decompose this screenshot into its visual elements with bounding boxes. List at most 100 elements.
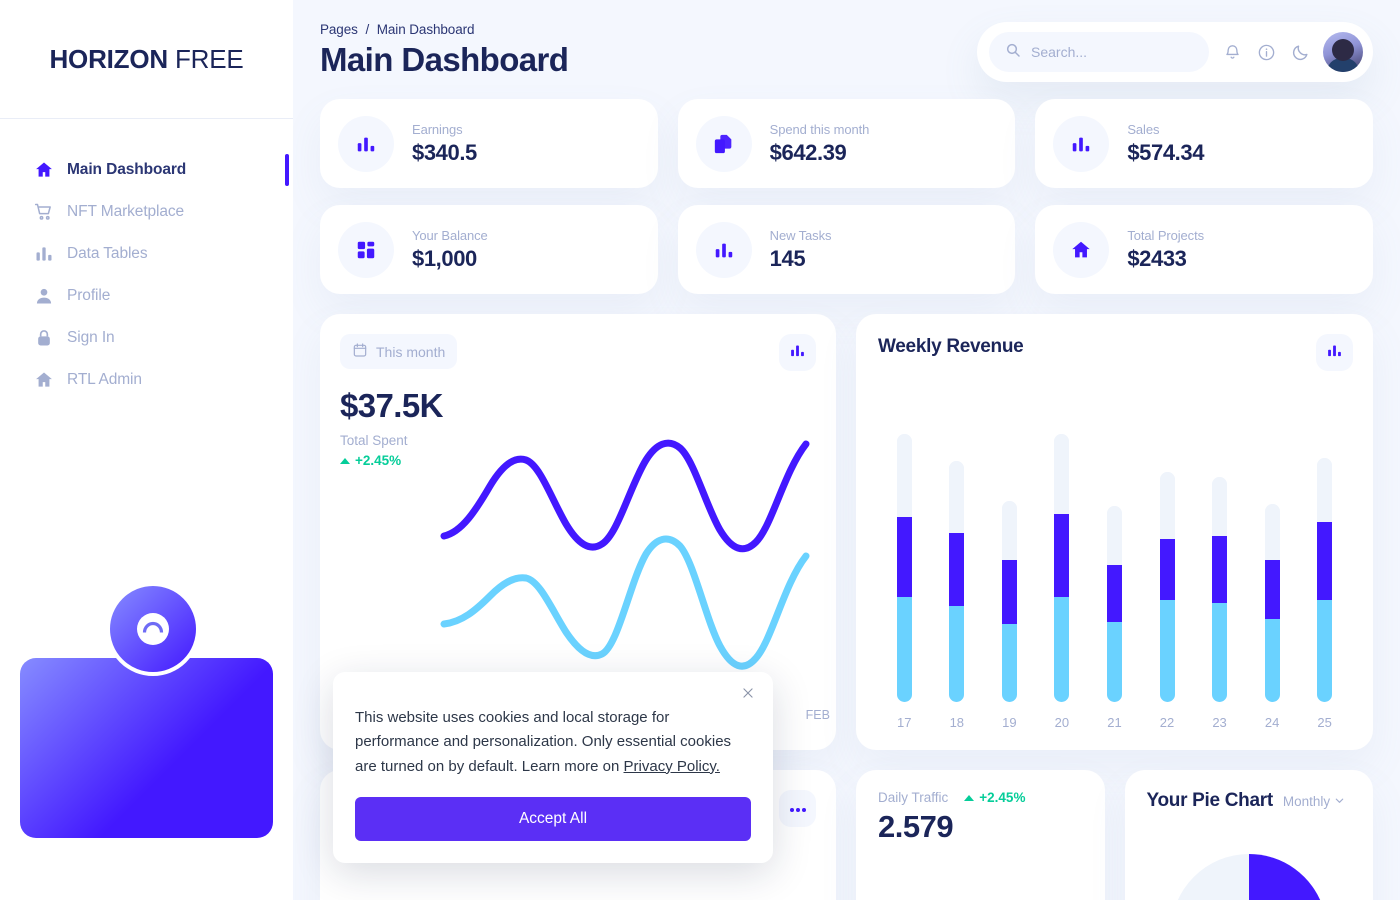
bar-segment bbox=[1159, 538, 1175, 601]
sidebar-item-rtl-admin[interactable]: RTL Admin bbox=[0, 359, 293, 401]
pie-chart-svg bbox=[1177, 854, 1320, 900]
bar-group bbox=[935, 434, 979, 702]
delta-value: +2.45% bbox=[355, 453, 402, 468]
pie-chart-card: Your Pie Chart Monthly bbox=[1124, 770, 1373, 900]
stat-card-spend-this-month[interactable]: Spend this month $642.39 bbox=[677, 99, 1016, 188]
sidebar-item-nft-marketplace[interactable]: NFT Marketplace bbox=[0, 191, 293, 233]
breadcrumb-parent[interactable]: Pages bbox=[320, 22, 358, 37]
daily-traffic-header: Daily Traffic +2.45% bbox=[878, 790, 1083, 805]
avatar[interactable] bbox=[1323, 32, 1363, 72]
sidebar-item-data-tables[interactable]: Data Tables bbox=[0, 233, 293, 275]
sidebar-item-main-dashboard[interactable]: Main Dashboard bbox=[0, 149, 293, 191]
bar-segment bbox=[949, 605, 965, 702]
line-chart bbox=[440, 439, 810, 670]
bar[interactable] bbox=[949, 460, 965, 702]
daily-traffic-delta: +2.45% bbox=[964, 790, 1025, 805]
lock-icon bbox=[33, 327, 55, 349]
horizon-logo-icon bbox=[106, 582, 200, 676]
total-spent-amount: $37.5K bbox=[340, 387, 443, 424]
search-box[interactable] bbox=[989, 32, 1209, 72]
documents-icon bbox=[695, 115, 752, 172]
stat-card-your-balance[interactable]: Your Balance $1,000 bbox=[320, 205, 658, 294]
info-icon[interactable] bbox=[1255, 41, 1277, 63]
bar-segment bbox=[1001, 501, 1017, 560]
stat-label: New Tasks bbox=[769, 227, 832, 243]
bar[interactable] bbox=[1054, 434, 1070, 702]
bar-segment bbox=[1264, 618, 1280, 702]
bar-x-tick: 20 bbox=[1054, 715, 1070, 730]
search-input[interactable] bbox=[1031, 44, 1181, 60]
stat-card-new-tasks[interactable]: New Tasks 145 bbox=[677, 205, 1016, 294]
stat-label: Spend this month bbox=[769, 121, 870, 137]
bar[interactable] bbox=[1212, 476, 1228, 702]
sidebar-item-profile[interactable]: Profile bbox=[0, 275, 293, 317]
promo-card[interactable] bbox=[20, 658, 273, 838]
moon-icon[interactable] bbox=[1289, 41, 1311, 63]
chart-action-button[interactable] bbox=[1316, 334, 1353, 371]
page-heading: Pages / Main Dashboard Main Dashboard bbox=[320, 22, 569, 79]
bar[interactable] bbox=[1106, 506, 1122, 702]
chart-action-button[interactable] bbox=[779, 334, 816, 371]
bar-x-tick: 25 bbox=[1317, 715, 1332, 730]
table-menu-button[interactable] bbox=[779, 790, 816, 827]
breadcrumb: Pages / Main Dashboard bbox=[320, 22, 568, 37]
brand-bold: HORIZON bbox=[49, 43, 168, 74]
bar-segment bbox=[1054, 514, 1070, 598]
daily-traffic-card: Daily Traffic +2.45% 2.579 bbox=[856, 770, 1105, 900]
sidebar-item-sign-in[interactable]: Sign In bbox=[0, 317, 293, 359]
pie-slice-your-files bbox=[1248, 854, 1320, 900]
stat-card-sales[interactable]: Sales $574.34 bbox=[1035, 99, 1374, 188]
date-range-selector[interactable]: This month bbox=[340, 334, 458, 369]
sidebar-item-label: RTL Admin bbox=[67, 371, 142, 388]
chevron-down-icon bbox=[1334, 794, 1345, 809]
sidebar-item-label: Sign In bbox=[67, 329, 115, 346]
sidebar-item-label: Data Tables bbox=[67, 245, 148, 262]
bar-segment bbox=[1054, 597, 1070, 702]
pie-period-select[interactable]: Monthly bbox=[1283, 794, 1345, 809]
delta-value: +2.45% bbox=[979, 790, 1026, 805]
weekly-revenue-title: Weekly Revenue bbox=[878, 336, 1024, 357]
navbar bbox=[977, 22, 1373, 82]
stat-card-total-projects[interactable]: Total Projects $2433 bbox=[1035, 205, 1374, 294]
calendar-icon bbox=[352, 342, 368, 361]
stat-card-earnings[interactable]: Earnings $340.5 bbox=[320, 99, 658, 188]
page-title: Main Dashboard bbox=[320, 41, 569, 78]
bar-segment bbox=[1159, 600, 1175, 702]
bar-x-tick: 19 bbox=[1002, 715, 1017, 730]
search-icon bbox=[1005, 42, 1021, 63]
bar-segment bbox=[1212, 602, 1228, 702]
stat-row-1: Earnings $340.5 Spend this month $642.39 bbox=[320, 99, 1374, 188]
cookie-message: This website uses cookies and local stor… bbox=[355, 709, 732, 775]
bar[interactable] bbox=[1264, 503, 1280, 702]
bar[interactable] bbox=[1159, 471, 1175, 702]
stat-label: Total Projects bbox=[1127, 227, 1204, 243]
stat-value: $2433 bbox=[1127, 245, 1187, 271]
bar-segment bbox=[1159, 471, 1175, 539]
stat-value: $1,000 bbox=[412, 245, 477, 271]
cart-icon bbox=[33, 201, 55, 223]
close-icon[interactable] bbox=[741, 686, 755, 705]
bar-x-tick: 18 bbox=[949, 715, 965, 730]
bar-group bbox=[1040, 434, 1084, 702]
date-range-label: This month bbox=[376, 343, 446, 360]
bar[interactable] bbox=[896, 434, 912, 702]
weekly-revenue-card: Weekly Revenue 17 18 19 20 21 22 23 24 25 bbox=[856, 314, 1373, 750]
brand-logo: HORIZON FREE bbox=[0, 0, 293, 118]
bar-group bbox=[987, 434, 1031, 702]
content-area: Earnings $340.5 Spend this month $642.39 bbox=[293, 99, 1400, 900]
stat-text: Sales $574.34 bbox=[1127, 122, 1204, 166]
privacy-policy-link[interactable]: Privacy Policy. bbox=[623, 757, 720, 775]
bar[interactable] bbox=[1317, 458, 1333, 702]
total-spent-delta: +2.45% bbox=[340, 453, 816, 468]
bar-segment bbox=[1264, 503, 1280, 560]
accept-all-button[interactable]: Accept All bbox=[355, 796, 751, 841]
bar-segment bbox=[1054, 434, 1070, 515]
bar-group bbox=[1092, 434, 1136, 702]
bar[interactable] bbox=[1001, 501, 1017, 702]
bell-icon[interactable] bbox=[1221, 41, 1243, 63]
bar-segment bbox=[1317, 522, 1333, 601]
topbar: Pages / Main Dashboard Main Dashboard bbox=[293, 0, 1400, 82]
bar-group bbox=[1145, 434, 1189, 702]
home-icon bbox=[33, 159, 55, 181]
